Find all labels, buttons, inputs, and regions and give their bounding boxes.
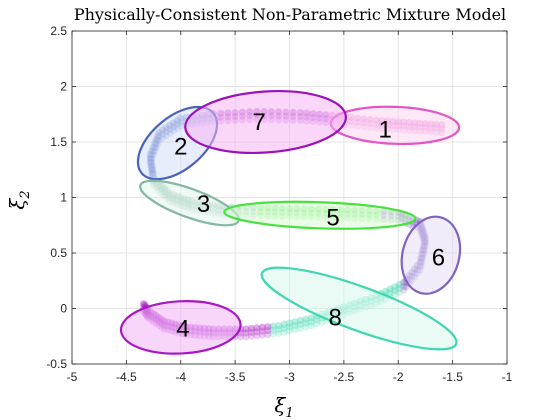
trajectory-point [253,324,261,332]
x-tick-label: -3 [284,370,295,384]
trajectory-point [291,325,299,334]
trajectory-point [285,319,294,327]
component-ellipse-5 [223,200,417,230]
trajectory-point [285,327,294,335]
trajectory-point [296,320,304,329]
component-ellipse-6 [400,215,462,295]
trajectory-point [242,333,250,341]
component-label-3: 3 [197,191,210,218]
trajectory-point [264,323,272,331]
trajectory-point [391,283,399,291]
trajectory-point [313,320,321,328]
trajectory-point [307,322,315,330]
trajectory-point [236,333,245,341]
trajectory-point [296,316,304,325]
trajectory-point [302,315,310,323]
trajectory-point [253,328,261,336]
trajectory-point [269,322,277,330]
trajectory-point [400,286,408,294]
trajectory-point [307,314,315,322]
component-label-1: 1 [379,117,392,144]
trajectory-point [395,281,403,289]
x-tick-label: -4 [175,370,186,384]
trajectory-point [264,327,272,335]
component-label-6: 6 [432,244,445,271]
trajectory-point [386,285,394,293]
trajectory-point [395,284,403,293]
trajectory-point [313,316,321,324]
trajectory-point [386,289,394,297]
trajectory-point [258,323,266,331]
component-label-4: 4 [176,315,189,342]
x-tick-label: -2.5 [334,370,355,384]
y-tick-label: 1 [60,191,67,205]
trajectory-point [269,330,277,338]
x-tick-label: -5 [67,370,78,384]
trajectory-point [400,282,408,290]
trajectory-point [391,287,399,295]
y-tick-label: 0.5 [50,246,67,260]
trajectory-point [242,329,250,337]
component-label-8: 8 [328,304,341,331]
trajectory-point [285,323,294,331]
y-axis-label-main: ξ [5,198,29,210]
trajectory-point [291,322,299,330]
trajectory-point [269,326,277,334]
x-axis-label-main: ξ [274,393,286,417]
trajectory-point [275,329,283,338]
x-tick-label: -1 [502,370,513,384]
y-tick-label: 2.5 [50,24,67,38]
trajectory-point [253,332,261,340]
component-ellipse-4 [119,300,242,355]
x-tick-label: -2 [393,370,404,384]
trajectory-point [280,320,288,329]
component-label-5: 5 [326,204,339,231]
chart-title: Physically-Consistent Non-Parametric Mix… [74,5,506,24]
y-tick-label: -0.5 [46,357,67,371]
trajectory-point [258,331,266,339]
trajectory-point [264,330,272,339]
trajectory-point [247,332,256,340]
component-ellipse-7 [184,90,347,155]
component-label-7: 7 [252,109,265,136]
trajectory-point [280,328,288,336]
gaussian-components [119,90,462,355]
trajectory-point [302,323,310,331]
x-tick-label: -4.5 [116,370,137,384]
x-axis-label-sub: 1 [285,406,293,420]
trajectory-point [139,300,148,308]
trajectory-point [307,318,315,326]
trajectory-point [296,324,304,332]
y-axis-ticks: -0.5 0 0.5 1 1.5 2 2.5 [46,24,507,371]
trajectory-point [302,319,310,327]
y-tick-label: 2 [60,80,67,94]
x-tick-label: -1.5 [442,370,463,384]
trajectory-point [247,324,256,333]
trajectory-point [247,328,256,336]
x-axis-label: ξ1 [274,393,293,420]
y-tick-label: 0 [60,302,67,316]
trajectory-point [258,327,266,335]
component-ellipse-1 [329,105,461,146]
trajectory-point [242,325,250,333]
trajectory-point [381,287,390,295]
trajectory-point [280,324,288,332]
x-tick-label: -3.5 [225,370,246,384]
y-axis-label-sub: 2 [18,190,33,199]
trajectory-point [318,318,326,326]
trajectory-point [395,288,403,297]
trajectory-point [291,318,299,326]
component-labels: 1 2 3 4 5 6 7 8 [174,109,445,342]
y-axis-label: ξ2 [5,190,33,209]
component-label-2: 2 [174,133,187,160]
trajectory-point [391,291,399,299]
trajectory-point [275,322,283,330]
component-ellipse-3 [139,179,240,227]
component-ellipse-8 [260,266,458,351]
y-tick-label: 1.5 [50,135,67,149]
x-axis-ticks: -5 -4.5 -4 -3.5 -3 -2.5 -2 -1.5 -1 [67,31,513,384]
trajectory-point [275,325,283,334]
